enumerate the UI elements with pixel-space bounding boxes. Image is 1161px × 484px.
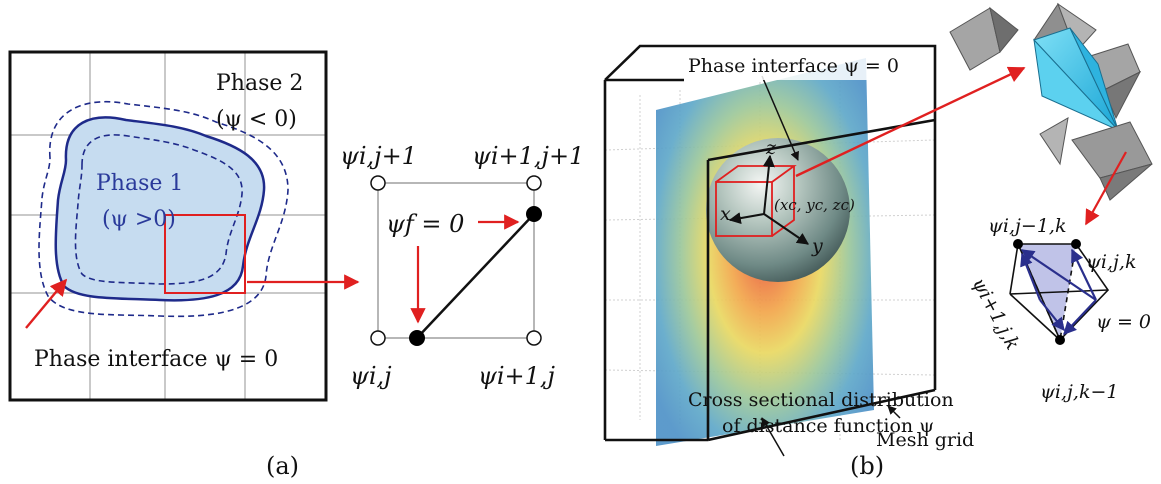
interface-pointer	[761, 75, 799, 161]
phase1-name: Phase 1	[96, 171, 183, 196]
panel-a: Phase 2 (ψ < 0) Phase 1 (ψ >0) Phase int…	[8, 50, 584, 480]
interface-label-bg	[684, 52, 930, 80]
corner-bottom-right-label: ψi+1,j	[478, 362, 556, 390]
cross-section-label-2: of distance function ψ	[722, 415, 934, 437]
interface-arrow	[25, 278, 68, 329]
axis-x: x	[720, 203, 731, 225]
tetra-top-label: ψi,j−1,k	[988, 215, 1066, 237]
node-bottom-left	[370, 330, 386, 346]
tetra-bottom-label: ψi,j,k−1	[1040, 381, 1118, 403]
section-pointer	[761, 417, 785, 457]
tetra-node-top-right	[1071, 239, 1081, 249]
panel-b: z x y (xc, yc, zc) Phase interface ψ = 0…	[603, 2, 1153, 480]
interface-label-b: Phase interface ψ = 0	[688, 55, 899, 77]
local-axes	[728, 154, 809, 245]
psi-f-label: ψf = 0	[386, 210, 464, 238]
cube-frame	[603, 44, 937, 442]
cross-section-label-1: Cross sectional distribution	[688, 389, 954, 411]
corner-top-right-label: ψi+1,j+1	[472, 142, 584, 170]
tetra-left-label: ψi+1,j,k	[968, 274, 1024, 354]
phase1-condition: (ψ >0)	[102, 207, 176, 232]
tetra-to-detail-arrow	[1085, 151, 1127, 226]
domain-border	[8, 50, 328, 402]
node-top-left	[370, 175, 386, 191]
tetra-decomposition	[949, 2, 1153, 201]
interface-point-bottom	[409, 330, 425, 346]
corner-top-left-label: ψi,j+1	[340, 142, 417, 170]
tetra-zero-label: ψ = 0	[1096, 311, 1151, 333]
node-bottom-right	[526, 330, 542, 346]
cube-to-tetra-arrow	[795, 66, 1026, 178]
tetra-detail	[1009, 239, 1110, 345]
zoom-box	[164, 214, 246, 294]
node-top-right	[526, 175, 542, 191]
outer-dashed-contour	[38, 100, 289, 318]
axis-y: y	[811, 235, 823, 257]
corner-bottom-left-label: ψi,j	[350, 362, 392, 390]
phase2-name: Phase 2	[216, 71, 303, 96]
interface-label-a: Phase interface ψ = 0	[34, 347, 278, 372]
phase2-condition: (ψ < 0)	[216, 107, 297, 132]
mesh-pointer	[887, 405, 901, 419]
zoomed-cell	[370, 175, 542, 346]
interface-point-right	[526, 206, 542, 222]
interface-segment	[416, 213, 535, 339]
tetra-right-label: ψi,j,k	[1086, 251, 1136, 273]
interface-sphere	[706, 138, 850, 282]
inner-dashed-contour	[74, 134, 243, 285]
mesh-grid-label: Mesh grid	[876, 429, 974, 451]
tetra-node-bottom	[1055, 335, 1065, 345]
caption-b: (b)	[850, 452, 884, 480]
phase1-region	[54, 116, 266, 302]
sphere-center-label: (xc, yc, zc)	[774, 196, 855, 214]
tetra-node-top-left	[1013, 239, 1023, 249]
caption-a: (a)	[266, 452, 299, 480]
